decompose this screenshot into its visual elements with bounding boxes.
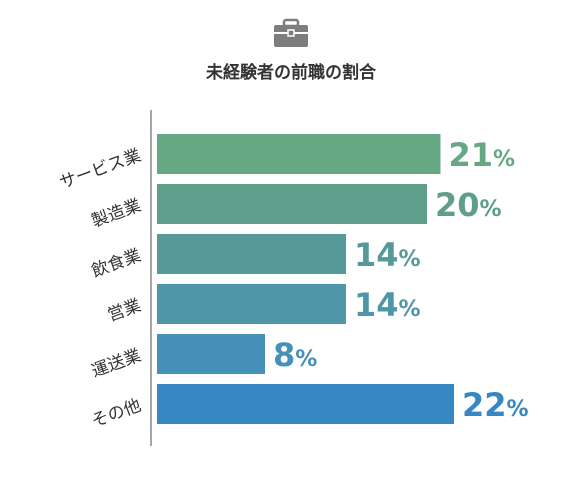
value-percent-sign: %: [399, 297, 421, 322]
value-number: 14: [354, 286, 399, 324]
category-label: 営業: [105, 296, 144, 326]
value-number: 22: [462, 386, 507, 424]
value-number: 20: [435, 186, 480, 224]
category-label: 飲食業: [89, 246, 144, 282]
value-label: 20%: [435, 186, 502, 224]
bar: [157, 234, 346, 274]
value-percent-sign: %: [295, 347, 317, 372]
value-percent-sign: %: [399, 247, 421, 272]
chart-title: 未経験者の前職の割合: [205, 62, 377, 83]
bars-layer: サービス業 21% 製造業 20% 飲食業 14% 営業 14% 運送業 8% その他 22%: [57, 134, 529, 432]
category-label: サービス業: [57, 146, 144, 194]
category-label: 運送業: [89, 346, 144, 382]
value-label: 14%: [354, 236, 421, 274]
briefcase-icon: [274, 18, 308, 47]
bar: [157, 384, 454, 424]
category-label: その他: [89, 396, 144, 432]
value-percent-sign: %: [507, 397, 529, 422]
value-percent-sign: %: [493, 147, 515, 172]
value-number: 21: [449, 136, 494, 174]
bar: [157, 134, 441, 174]
value-label: 8%: [273, 336, 317, 374]
bar: [157, 184, 427, 224]
value-percent-sign: %: [480, 197, 502, 222]
bar: [157, 334, 265, 374]
value-label: 21%: [449, 136, 516, 174]
value-label: 14%: [354, 286, 421, 324]
value-number: 8: [273, 336, 295, 374]
value-label: 22%: [462, 386, 529, 424]
value-number: 14: [354, 236, 399, 274]
category-label: 製造業: [89, 196, 144, 232]
bar: [157, 284, 346, 324]
